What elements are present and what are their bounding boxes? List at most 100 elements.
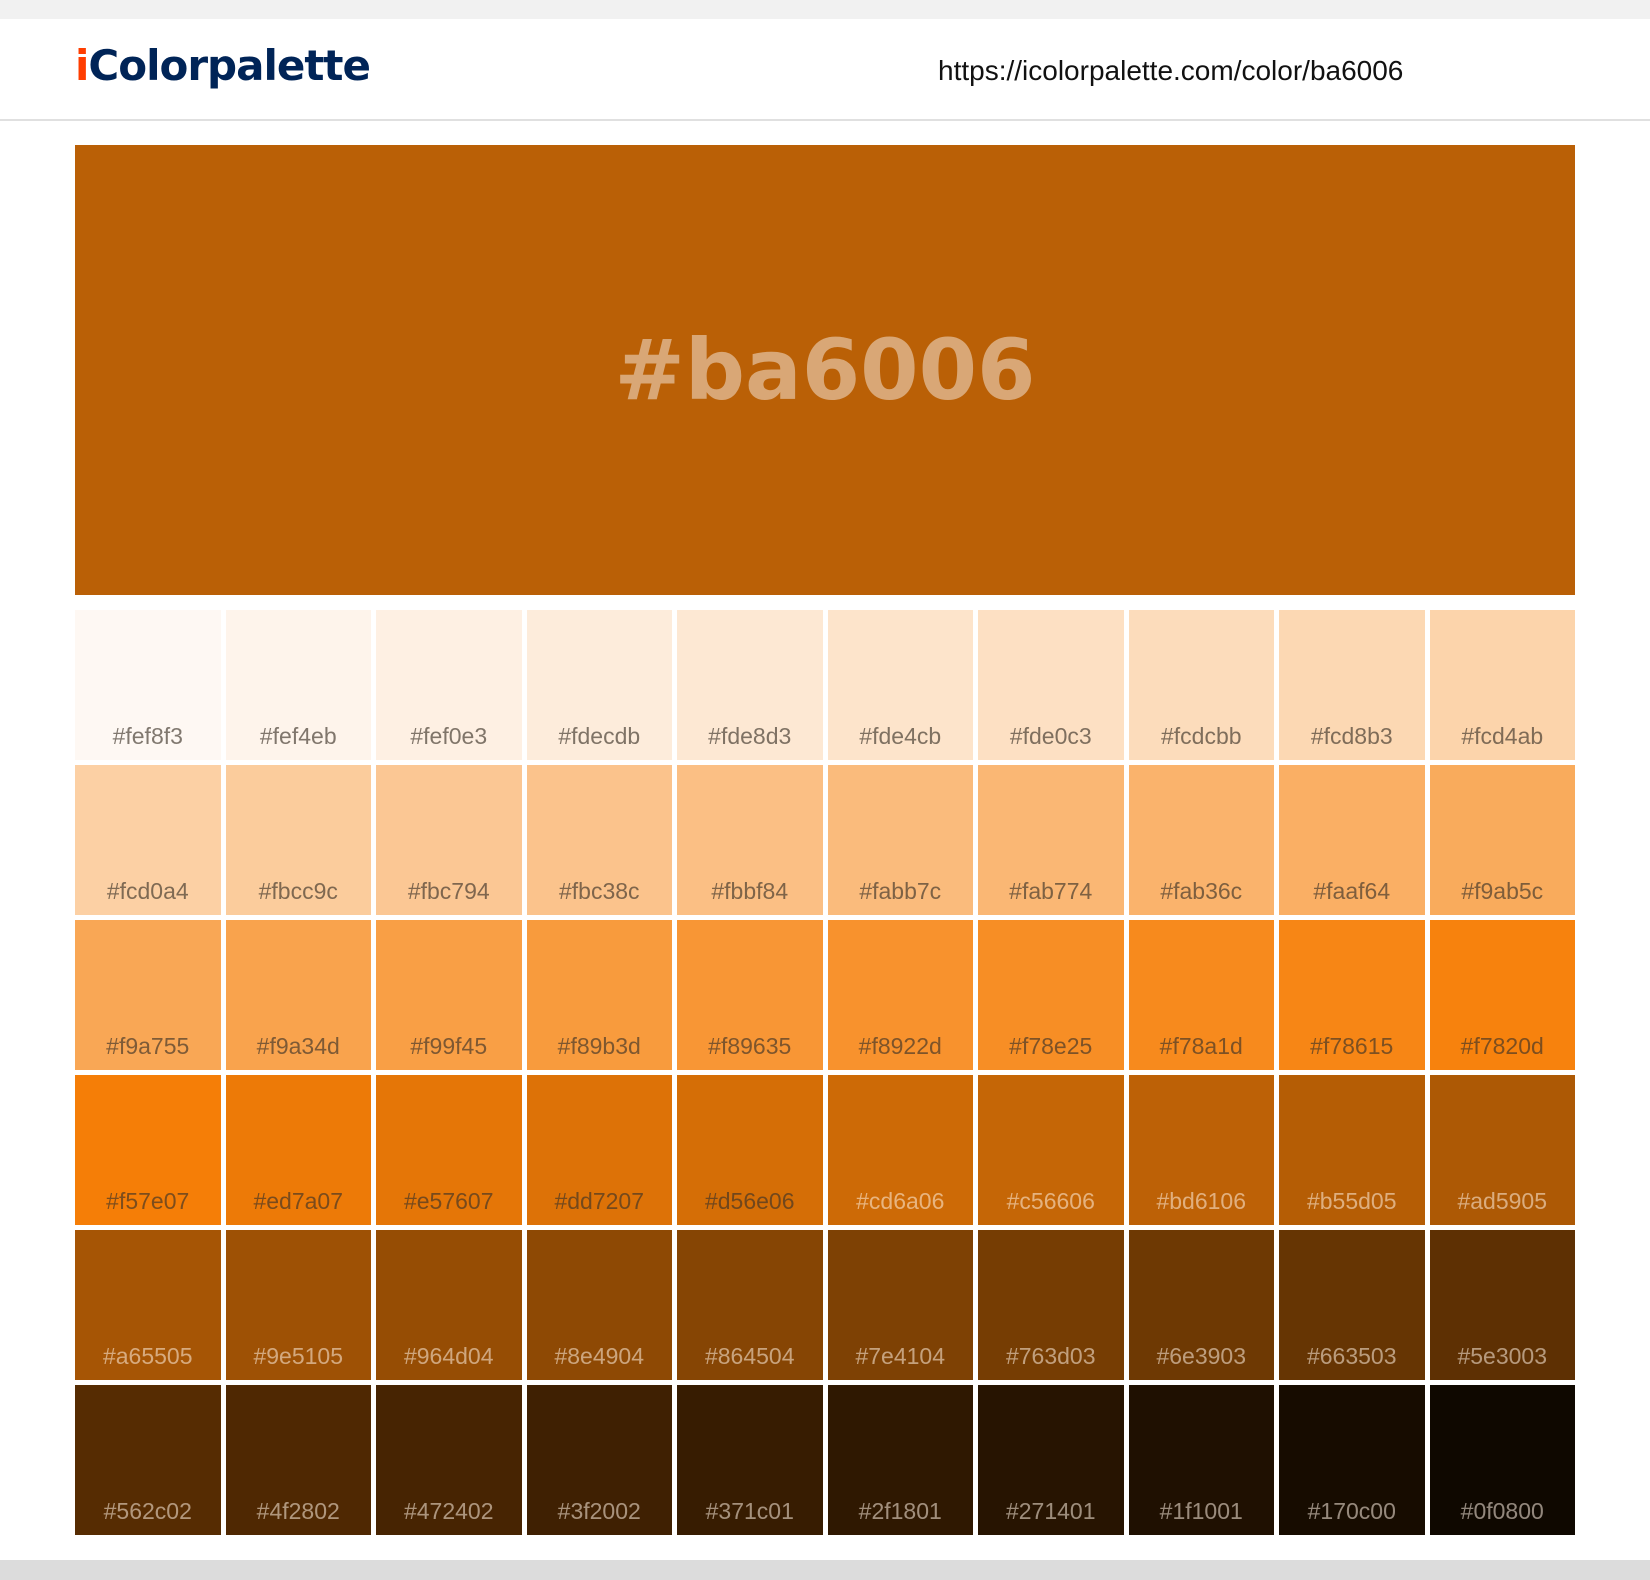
color-swatch[interactable]: #2f1801 [827,1385,973,1535]
color-swatch[interactable]: #c56606 [978,1075,1124,1225]
swatch-label: #ad5905 [1457,1188,1548,1214]
color-swatch[interactable]: #fbc38c [526,765,672,915]
color-swatch[interactable]: #f89b3d [526,920,672,1070]
color-swatch[interactable]: #dd7207 [526,1075,672,1225]
color-swatch[interactable]: #4f2802 [225,1385,371,1535]
swatch-label: #5e3003 [1457,1343,1548,1369]
swatch-label: #f78e25 [1009,1033,1093,1059]
swatch-label: #bd6106 [1156,1188,1247,1214]
swatch-label: #fcd4ab [1461,723,1544,749]
top-bar [0,0,1650,19]
swatch-label: #fdecdb [558,723,641,749]
swatch-label: #fabb7c [859,878,942,904]
color-swatch[interactable]: #864504 [677,1230,823,1380]
color-swatch[interactable]: #faaf64 [1279,765,1425,915]
swatch-label: #fde4cb [859,723,942,749]
color-swatch[interactable]: #271401 [978,1385,1124,1535]
color-swatch[interactable]: #bd6106 [1128,1075,1274,1225]
color-swatch[interactable]: #964d04 [376,1230,522,1380]
swatch-label: #e57607 [403,1188,494,1214]
swatch-label: #0f0800 [1460,1498,1544,1524]
color-swatch[interactable]: #ed7a07 [225,1075,371,1225]
swatch-label: #fcd8b3 [1310,723,1393,749]
color-swatch[interactable]: #fcd0a4 [75,765,221,915]
swatch-label: #f9a34d [256,1033,340,1059]
swatch-label: #7e4104 [855,1343,946,1369]
color-swatch[interactable]: #8e4904 [526,1230,672,1380]
color-swatch[interactable]: #f78615 [1279,920,1425,1070]
color-swatch[interactable]: #f78e25 [978,920,1124,1070]
color-swatch[interactable]: #fef8f3 [75,610,221,760]
color-swatch[interactable]: #472402 [376,1385,522,1535]
swatch-label: #dd7207 [554,1188,645,1214]
swatch-label: #8e4904 [554,1343,645,1369]
swatch-label: #4f2802 [256,1498,340,1524]
color-swatch[interactable]: #f9a755 [75,920,221,1070]
color-swatch[interactable]: #cd6a06 [827,1075,973,1225]
swatch-label: #2f1801 [858,1498,942,1524]
swatch-label: #fbbf84 [711,878,789,904]
color-swatch[interactable]: #fef0e3 [376,610,522,760]
color-swatch[interactable]: #f57e07 [75,1075,221,1225]
color-swatch[interactable]: #170c00 [1279,1385,1425,1535]
swatch-label: #f7820d [1460,1033,1544,1059]
color-swatch[interactable]: #663503 [1279,1230,1425,1380]
color-swatch[interactable]: #d56e06 [677,1075,823,1225]
color-swatch[interactable]: #f7820d [1429,920,1575,1070]
color-swatch[interactable]: #fcd8b3 [1279,610,1425,760]
swatch-label: #fde8d3 [708,723,792,749]
color-swatch[interactable]: #ad5905 [1429,1075,1575,1225]
site-header: iColorpalette https://icolorpalette.com/… [0,19,1650,121]
color-swatch[interactable]: #562c02 [75,1385,221,1535]
swatch-label: #f89b3d [557,1033,641,1059]
color-swatch[interactable]: #fbcc9c [225,765,371,915]
color-swatch[interactable]: #fcdcbb [1128,610,1274,760]
color-swatch[interactable]: #fdecdb [526,610,672,760]
color-swatch[interactable]: #f99f45 [376,920,522,1070]
swatch-label: #fbc794 [407,878,490,904]
swatch-label: #fef0e3 [410,723,488,749]
color-swatch[interactable]: #a65505 [75,1230,221,1380]
swatch-label: #f78615 [1310,1033,1394,1059]
color-swatch[interactable]: #b55d05 [1279,1075,1425,1225]
color-swatch[interactable]: #f9ab5c [1429,765,1575,915]
swatch-label: #f78a1d [1159,1033,1243,1059]
color-swatch[interactable]: #fab774 [978,765,1124,915]
swatch-label: #b55d05 [1306,1188,1397,1214]
swatch-label: #371c01 [705,1498,794,1524]
color-swatch[interactable]: #6e3903 [1128,1230,1274,1380]
color-swatch[interactable]: #3f2002 [526,1385,672,1535]
swatch-label: #c56606 [1006,1188,1095,1214]
bottom-bar [0,1560,1650,1580]
swatch-label: #cd6a06 [856,1188,945,1214]
color-swatch[interactable]: #371c01 [677,1385,823,1535]
color-swatch[interactable]: #f78a1d [1128,920,1274,1070]
swatch-label: #964d04 [403,1343,494,1369]
color-swatch[interactable]: #763d03 [978,1230,1124,1380]
color-swatch[interactable]: #f8922d [827,920,973,1070]
color-swatch[interactable]: #fcd4ab [1429,610,1575,760]
color-swatch[interactable]: #fbc794 [376,765,522,915]
swatch-label: #f99f45 [410,1033,488,1059]
color-swatch[interactable]: #7e4104 [827,1230,973,1380]
swatch-label: #271401 [1005,1498,1096,1524]
swatch-label: #a65505 [102,1343,193,1369]
color-swatch[interactable]: #f9a34d [225,920,371,1070]
color-swatch[interactable]: #fab36c [1128,765,1274,915]
color-swatch[interactable]: #e57607 [376,1075,522,1225]
color-swatch[interactable]: #fde0c3 [978,610,1124,760]
color-swatch[interactable]: #fde8d3 [677,610,823,760]
color-swatch[interactable]: #fbbf84 [677,765,823,915]
color-swatch[interactable]: #fef4eb [225,610,371,760]
color-swatch[interactable]: #1f1001 [1128,1385,1274,1535]
main-color-swatch: #ba6006 [75,145,1575,595]
color-swatch[interactable]: #fabb7c [827,765,973,915]
logo[interactable]: iColorpalette [75,41,371,90]
swatch-label: #fef8f3 [112,723,183,749]
color-swatch[interactable]: #5e3003 [1429,1230,1575,1380]
color-swatch[interactable]: #f89635 [677,920,823,1070]
swatch-label: #1f1001 [1159,1498,1243,1524]
color-swatch[interactable]: #0f0800 [1429,1385,1575,1535]
color-swatch[interactable]: #fde4cb [827,610,973,760]
color-swatch[interactable]: #9e5105 [225,1230,371,1380]
